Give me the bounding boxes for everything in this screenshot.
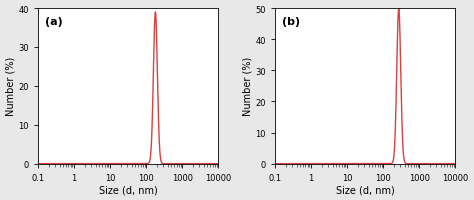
Y-axis label: Number (%): Number (%) xyxy=(243,57,253,116)
Text: (a): (a) xyxy=(45,17,63,27)
X-axis label: Size (d, nm): Size (d, nm) xyxy=(336,185,394,194)
X-axis label: Size (d, nm): Size (d, nm) xyxy=(99,185,157,194)
Text: (b): (b) xyxy=(282,17,301,27)
Y-axis label: Number (%): Number (%) xyxy=(6,57,16,116)
